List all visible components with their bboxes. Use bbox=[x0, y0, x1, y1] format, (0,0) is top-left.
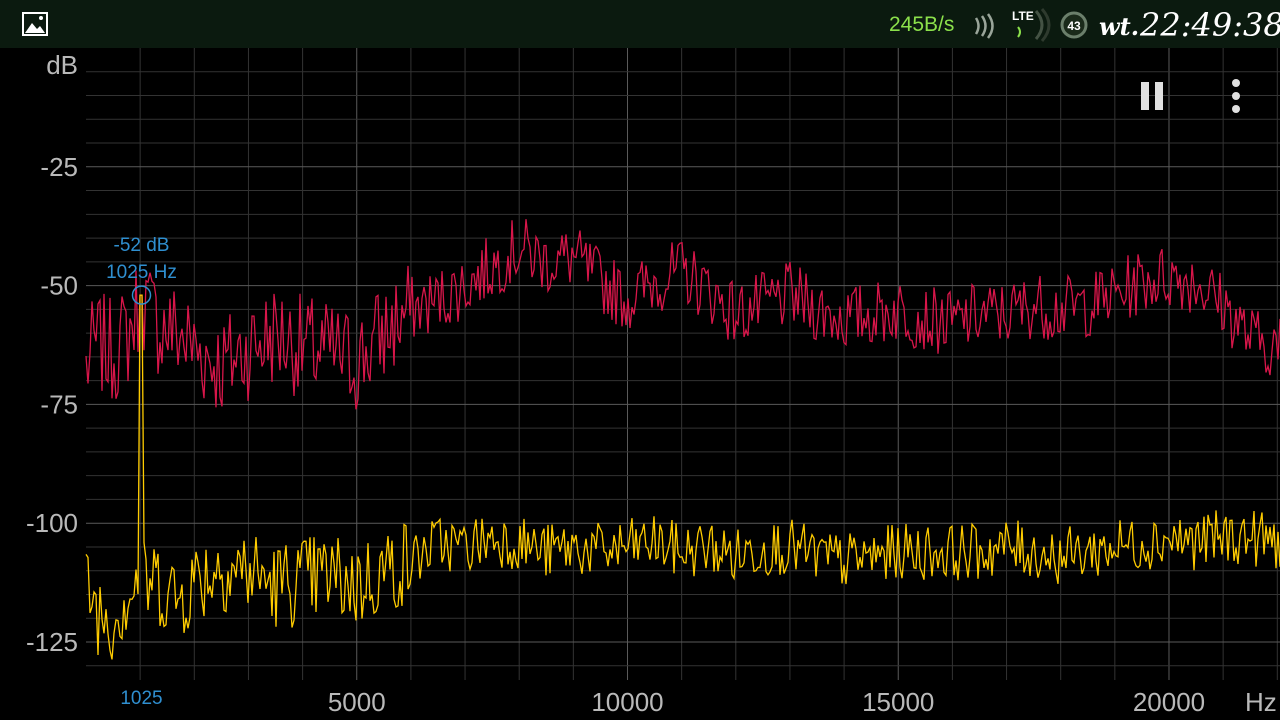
lte-icon: LTE bbox=[1012, 8, 1051, 42]
more-vert-icon bbox=[1232, 79, 1240, 113]
x-tick-label: 5000 bbox=[328, 687, 386, 717]
plot-axes: dB Hz -25 -50 -75 -100 -125 5000 10000 15000 200… bbox=[26, 50, 1277, 717]
x-axis-label: Hz bbox=[1245, 687, 1277, 717]
y-tick-label: -125 bbox=[26, 627, 78, 657]
more-options-button[interactable] bbox=[1220, 74, 1252, 118]
clock-day: wt. bbox=[1099, 12, 1140, 41]
y-axis-label: dB bbox=[46, 50, 78, 80]
y-tick-label: -75 bbox=[40, 389, 78, 419]
plot-series bbox=[85, 219, 1280, 660]
y-tick-label: -50 bbox=[40, 271, 78, 301]
gallery-icon bbox=[22, 12, 48, 36]
marker-circle bbox=[131, 285, 152, 305]
x-tick-label: 10000 bbox=[591, 687, 663, 717]
pause-icon bbox=[1141, 82, 1149, 110]
current-spectrum-line bbox=[85, 294, 1280, 660]
plot-grid bbox=[86, 48, 1280, 680]
status-bar: 245B/s LTE 43 wt. 22:49:38 bbox=[0, 0, 1280, 48]
signal-icon bbox=[974, 13, 994, 39]
marker-x-axis-label: 1025 bbox=[120, 688, 162, 709]
spectrum-plot: dB Hz -25 -50 -75 -100 -125 5000 10000 15000 200… bbox=[26, 48, 1280, 717]
marker-db-label: -52 dB bbox=[114, 235, 170, 256]
x-tick-label: 15000 bbox=[862, 687, 934, 717]
lte-label: LTE bbox=[1012, 9, 1034, 23]
marker-hz-label: 1025 Hz bbox=[106, 262, 177, 283]
battery-icon: 43 bbox=[1060, 11, 1088, 39]
y-tick-label: -25 bbox=[40, 152, 78, 182]
peak-marker: -52 dB 1025 Hz 1025 bbox=[106, 235, 177, 709]
clock-time: 22:49:38 bbox=[1140, 6, 1280, 44]
pause-button[interactable] bbox=[1130, 76, 1174, 116]
x-tick-label: 20000 bbox=[1133, 687, 1205, 717]
net-speed-label: 245B/s bbox=[889, 13, 955, 36]
y-tick-label: -100 bbox=[26, 508, 78, 538]
peak-hold-line bbox=[85, 219, 1280, 410]
battery-level: 43 bbox=[1067, 19, 1081, 33]
